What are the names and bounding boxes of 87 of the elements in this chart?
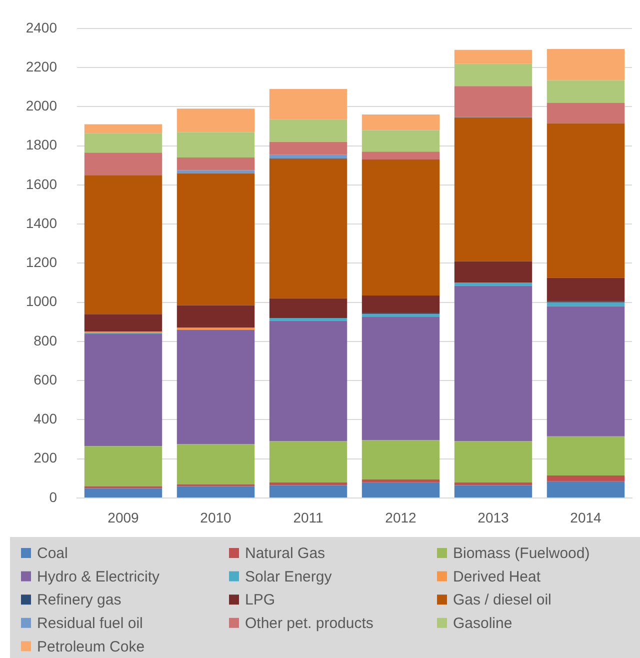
legend-label: Hydro & Electricity bbox=[37, 568, 160, 586]
bar bbox=[362, 314, 440, 318]
legend-label: Coal bbox=[37, 545, 68, 562]
y-tick-label: 1400 bbox=[26, 214, 58, 231]
x-tick-label: 2011 bbox=[293, 509, 324, 526]
bar bbox=[84, 334, 162, 446]
bar bbox=[269, 318, 348, 321]
bar bbox=[176, 330, 255, 444]
y-tick-label: 1000 bbox=[26, 293, 58, 310]
bar bbox=[546, 306, 625, 436]
bar bbox=[454, 86, 532, 116]
y-tick-label: 1600 bbox=[26, 176, 58, 192]
x-tick-label: 2012 bbox=[385, 509, 417, 526]
legend-label: Biomass (Fuelwood) bbox=[453, 545, 590, 562]
bar bbox=[176, 158, 255, 170]
bar bbox=[176, 444, 255, 484]
legend-label: Gasoline bbox=[453, 615, 512, 632]
bar bbox=[176, 486, 255, 498]
bar bbox=[454, 482, 532, 486]
legend-label: Gas / diesel oil bbox=[453, 592, 552, 609]
x-tick-label: 2009 bbox=[108, 509, 140, 526]
y-tick-label: 800 bbox=[34, 332, 58, 348]
bar bbox=[362, 479, 440, 482]
bar bbox=[269, 119, 348, 142]
bar bbox=[546, 80, 625, 103]
y-tick-label: 0 bbox=[49, 488, 58, 505]
bar bbox=[546, 436, 625, 476]
legend-label: LPG bbox=[245, 592, 276, 609]
bar bbox=[546, 123, 625, 278]
bar bbox=[454, 64, 532, 86]
bar bbox=[454, 50, 532, 64]
y-tick-label: 1800 bbox=[26, 136, 58, 153]
x-tick-label: 2010 bbox=[200, 509, 232, 526]
bar bbox=[269, 482, 348, 486]
bar bbox=[269, 142, 348, 155]
bar bbox=[269, 320, 348, 442]
bar bbox=[454, 286, 532, 442]
legend-label: Solar Energy bbox=[245, 568, 332, 586]
legend-label: Other pet. products bbox=[245, 615, 374, 632]
bar bbox=[269, 485, 348, 498]
y-tick-label: 600 bbox=[34, 371, 58, 388]
y-tick-label: 2400 bbox=[26, 19, 58, 36]
legend-label: Residual fuel oil bbox=[37, 615, 143, 632]
bar bbox=[362, 130, 440, 152]
legend-label: Petroleum Coke bbox=[37, 638, 145, 656]
bar bbox=[269, 158, 348, 298]
bar bbox=[546, 278, 625, 302]
y-tick-label: 2000 bbox=[26, 98, 58, 114]
bar bbox=[269, 298, 348, 318]
bar bbox=[546, 48, 625, 80]
bar bbox=[546, 481, 625, 498]
legend-label: Natural Gas bbox=[245, 545, 326, 562]
bar bbox=[362, 317, 440, 440]
bar bbox=[454, 485, 532, 498]
legend-label: Derived Heat bbox=[453, 568, 542, 586]
bar bbox=[454, 261, 532, 283]
bar bbox=[84, 124, 162, 134]
bar bbox=[546, 102, 625, 124]
y-tick-label: 1200 bbox=[26, 254, 58, 270]
bar bbox=[454, 117, 532, 262]
y-tick-label: 2200 bbox=[26, 58, 58, 74]
y-tick-label: 200 bbox=[34, 450, 58, 466]
legend-label: Refinery gas bbox=[37, 592, 122, 609]
bar bbox=[84, 175, 162, 314]
bar bbox=[176, 305, 255, 328]
x-tick-label: 2013 bbox=[478, 509, 510, 526]
bar bbox=[269, 89, 348, 120]
bar bbox=[362, 482, 440, 498]
bar bbox=[176, 108, 255, 132]
bar bbox=[362, 159, 440, 296]
bar bbox=[546, 476, 625, 482]
bar bbox=[362, 152, 440, 160]
bar bbox=[269, 154, 348, 159]
bar bbox=[84, 488, 162, 498]
bar bbox=[269, 441, 348, 482]
bar bbox=[362, 114, 440, 130]
bar bbox=[176, 132, 255, 158]
bar bbox=[362, 440, 440, 480]
bar bbox=[84, 152, 162, 176]
bar bbox=[84, 133, 162, 153]
y-tick-label: 400 bbox=[34, 410, 58, 427]
x-tick-label: 2014 bbox=[570, 509, 602, 526]
bar bbox=[454, 441, 532, 482]
bar bbox=[176, 173, 255, 306]
bar bbox=[84, 446, 162, 486]
bar bbox=[84, 314, 162, 332]
bar bbox=[362, 295, 440, 314]
